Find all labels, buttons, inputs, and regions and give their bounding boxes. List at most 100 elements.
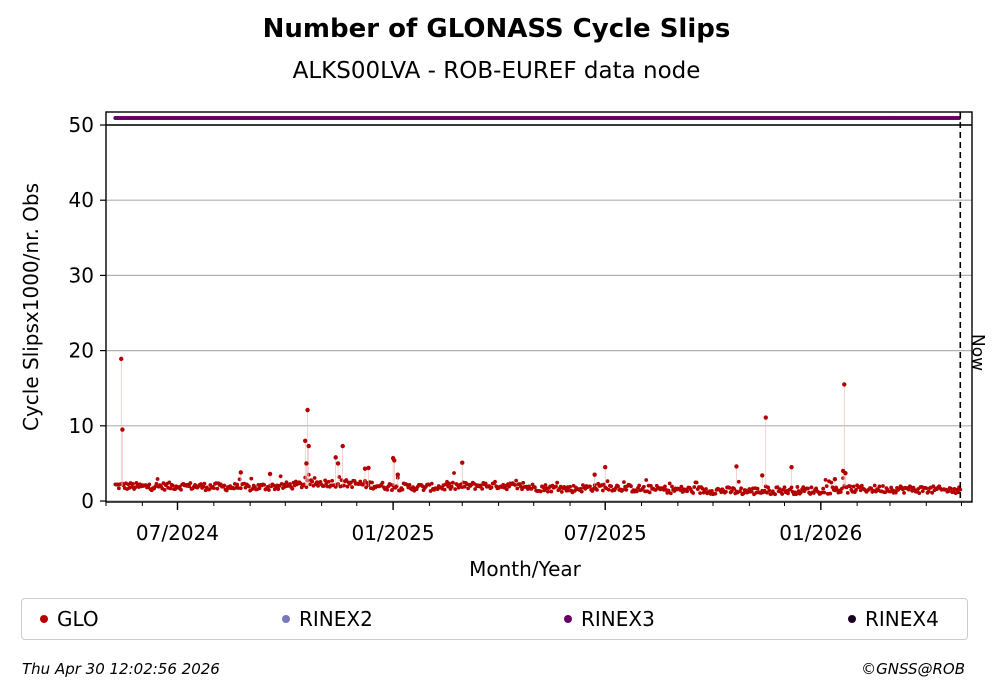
glo-point: [917, 491, 922, 496]
glo-point: [513, 483, 517, 487]
glo-point: [736, 479, 741, 484]
glo-point: [147, 482, 152, 487]
glo-outlier-point: [119, 356, 124, 362]
glo-point: [595, 487, 599, 492]
glo-point: [514, 478, 519, 483]
glo-point: [493, 479, 497, 484]
legend-item-rinex2: RINEX2: [282, 607, 373, 631]
glo-point: [162, 487, 167, 492]
glo-outlier-point: [763, 415, 768, 420]
glo-point: [515, 486, 520, 491]
glo-point: [559, 489, 564, 494]
glo-point: [555, 480, 560, 485]
glo-point: [713, 491, 718, 496]
xtick-label: 01/2026: [779, 521, 862, 545]
glo-point: [187, 484, 192, 489]
glo-point: [568, 484, 572, 489]
glo-point: [926, 489, 931, 494]
legend-marker-rinex2: [282, 615, 290, 623]
glo-point: [767, 488, 772, 493]
glo-point: [278, 474, 283, 479]
chart-subtitle: ALKS00LVA - ROB-EUREF data node: [292, 58, 701, 84]
ytick-label-20: 20: [69, 339, 94, 363]
glo-point: [284, 480, 289, 485]
glo-point: [179, 487, 183, 492]
glo-point: [634, 489, 639, 494]
glo-point: [238, 486, 243, 491]
legend-label-rinex3: RINEX3: [581, 607, 655, 631]
glo-point: [521, 480, 526, 485]
xtick-label: 07/2025: [564, 521, 647, 545]
glo-point: [215, 486, 220, 491]
glo-point: [549, 489, 554, 494]
legend-label-glo: GLO: [57, 607, 99, 631]
glo-outlier-point: [842, 382, 847, 387]
glo-point: [906, 487, 911, 492]
glo-point: [799, 490, 803, 495]
glo-point: [249, 476, 254, 481]
glo-point: [290, 486, 295, 491]
glo-point: [199, 482, 203, 486]
glo-point: [883, 490, 888, 495]
glo-point: [224, 488, 229, 493]
glo-point: [350, 485, 354, 490]
glo-point: [667, 481, 672, 486]
glo-point: [766, 485, 770, 490]
glo-point: [946, 489, 951, 494]
glo-point: [698, 491, 703, 495]
glo-point: [322, 484, 326, 488]
ytick-label-30: 30: [69, 263, 94, 287]
glo-point: [704, 487, 708, 491]
glo-outlier-point: [734, 464, 739, 469]
glo-point: [504, 487, 509, 492]
glo-point: [786, 491, 790, 496]
glo-point: [795, 485, 800, 489]
scatter-plot: 0 10 20 30 40 50 07/2024 01/2025 07/2025 01/2026 M…: [19, 111, 987, 581]
glo-point: [691, 491, 695, 495]
glo-point: [924, 486, 929, 491]
glo-point: [859, 483, 864, 488]
glo-point: [848, 484, 853, 489]
legend-marker-glo: [40, 615, 48, 623]
x-axis-label: Month/Year: [469, 557, 582, 581]
glo-point: [541, 485, 546, 490]
timestamp: Thu Apr 30 12:02:56 2026: [22, 660, 220, 678]
glo-outlier-point: [460, 460, 465, 465]
glo-point: [390, 488, 394, 492]
glo-point: [345, 484, 350, 489]
glo-point: [442, 487, 447, 492]
glo-point: [155, 477, 160, 481]
glo-point: [694, 480, 699, 485]
glo-point: [201, 484, 206, 489]
glo-point: [545, 489, 550, 494]
glo-point: [821, 486, 826, 491]
glo-point: [624, 487, 629, 492]
glo-point: [446, 484, 451, 489]
glo-point: [453, 487, 458, 492]
glo-point: [629, 484, 633, 489]
glo-point: [133, 485, 138, 490]
glo-point: [312, 476, 317, 480]
glo-point: [304, 485, 309, 489]
glo-point: [235, 482, 240, 487]
glo-point: [370, 480, 374, 485]
glo-outlier-point: [603, 464, 608, 470]
ytick-label-0: 0: [81, 489, 94, 513]
glo-point: [532, 485, 537, 490]
glo-point: [262, 482, 267, 487]
glo-outlier-point: [366, 465, 371, 471]
glo-point: [605, 479, 610, 484]
glo-point: [276, 487, 281, 492]
glo-point: [310, 479, 315, 484]
glo-point: [480, 486, 485, 491]
legend-item-rinex4: RINEX4: [848, 607, 939, 631]
glo-point: [709, 489, 714, 493]
glo-point: [637, 483, 642, 488]
legend-label-rinex2: RINEX2: [299, 607, 373, 631]
glo-point: [893, 490, 898, 495]
glo-point: [794, 492, 799, 497]
glo-point: [168, 486, 173, 491]
glo-point: [666, 488, 671, 493]
glo-point: [902, 490, 906, 495]
glo-point: [202, 481, 207, 486]
